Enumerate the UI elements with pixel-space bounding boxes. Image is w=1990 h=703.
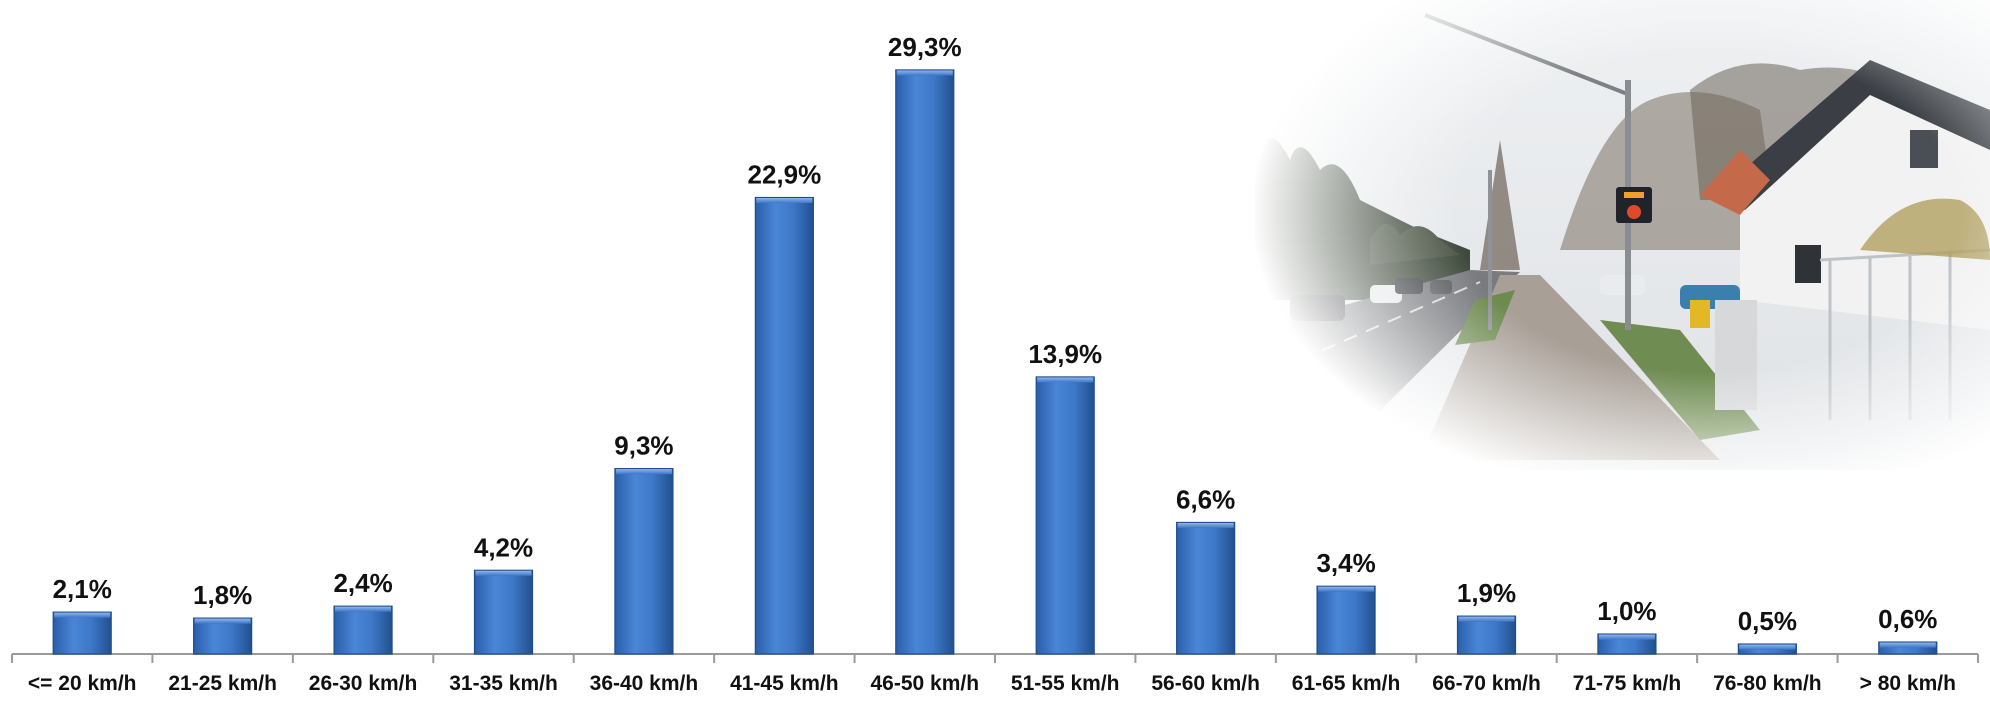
category-label: 61-65 km/h (1292, 672, 1401, 695)
bar (333, 605, 393, 655)
category-label: 26-30 km/h (309, 672, 418, 695)
bar (1456, 615, 1517, 655)
bar-rect (1035, 376, 1095, 655)
bar-highlight (1598, 634, 1655, 640)
bar (754, 196, 814, 655)
bar (52, 611, 112, 655)
bar-value-label: 0,6% (1878, 604, 1937, 634)
bar-rect (1176, 521, 1236, 655)
bar-value-label: 22,9% (747, 160, 821, 190)
bar-highlight (1739, 644, 1796, 650)
bar-highlight (1458, 616, 1515, 622)
bar (1737, 643, 1797, 655)
bar-value-label: 1,9% (1457, 578, 1516, 608)
bar-value-label: 6,6% (1176, 484, 1235, 514)
x-axis-ticks (11, 654, 1979, 663)
bar-highlight (1879, 642, 1936, 648)
bar (895, 69, 955, 655)
category-label: 66-70 km/h (1432, 672, 1541, 695)
bars (52, 69, 1938, 655)
bar-value-label: 2,4% (333, 568, 392, 598)
category-label: 71-75 km/h (1573, 672, 1682, 695)
bar-highlight (1037, 377, 1094, 383)
bar-rect (614, 468, 674, 655)
category-label: > 80 km/h (1860, 672, 1956, 695)
street-photo (1250, 0, 1990, 470)
category-label: 46-50 km/h (871, 672, 980, 695)
bar (1597, 633, 1657, 655)
category-label: 36-40 km/h (590, 672, 699, 695)
bar-rect (754, 196, 814, 655)
bar-highlight (1177, 522, 1234, 528)
bar-rect (1456, 615, 1517, 655)
bar-highlight (475, 570, 532, 576)
bar (473, 569, 534, 655)
bar-value-label: 29,3% (888, 32, 962, 62)
category-label: 51-55 km/h (1011, 672, 1120, 695)
bar-rect (473, 569, 534, 655)
bar-highlight (194, 618, 251, 624)
bar (614, 468, 674, 655)
bar-value-label: 13,9% (1028, 339, 1102, 369)
bar-value-labels: 2,1% 1,8% 2,4% 4,2% 9,3% 22,9% 29,3% 13,9% 6,6% 3… (53, 32, 1938, 636)
bar-rect (1878, 641, 1938, 655)
bar (1878, 641, 1938, 655)
bar (1316, 585, 1376, 655)
bar (1035, 376, 1095, 655)
category-label: <= 20 km/h (28, 672, 137, 695)
bar-highlight (896, 70, 953, 76)
bar-highlight (54, 612, 111, 618)
bar (1176, 521, 1236, 655)
bar-value-label: 9,3% (614, 431, 673, 461)
category-label: 21-25 km/h (168, 672, 277, 695)
category-label: 56-60 km/h (1151, 672, 1260, 695)
category-label: 41-45 km/h (730, 672, 839, 695)
category-label: 76-80 km/h (1713, 672, 1822, 695)
bar-rect (1316, 585, 1376, 655)
bar-value-label: 1,0% (1597, 596, 1656, 626)
bar-rect (193, 617, 253, 655)
bar-rect (52, 611, 112, 655)
bar (193, 617, 253, 655)
bar-highlight (1318, 586, 1375, 592)
bar-value-label: 0,5% (1738, 606, 1797, 636)
bar-value-label: 3,4% (1316, 548, 1375, 578)
bar-value-label: 2,1% (53, 574, 112, 604)
category-labels: <= 20 km/h 21-25 km/h 26-30 km/h 31-35 km/h… (28, 672, 1956, 695)
bar-highlight (756, 198, 813, 204)
category-label: 31-35 km/h (449, 672, 558, 695)
bar-value-label: 1,8% (193, 580, 252, 610)
bar-rect (333, 605, 393, 655)
bar-value-label: 4,2% (474, 532, 533, 562)
bar-highlight (335, 606, 392, 612)
bar-rect (895, 69, 955, 655)
bar-highlight (615, 469, 672, 475)
